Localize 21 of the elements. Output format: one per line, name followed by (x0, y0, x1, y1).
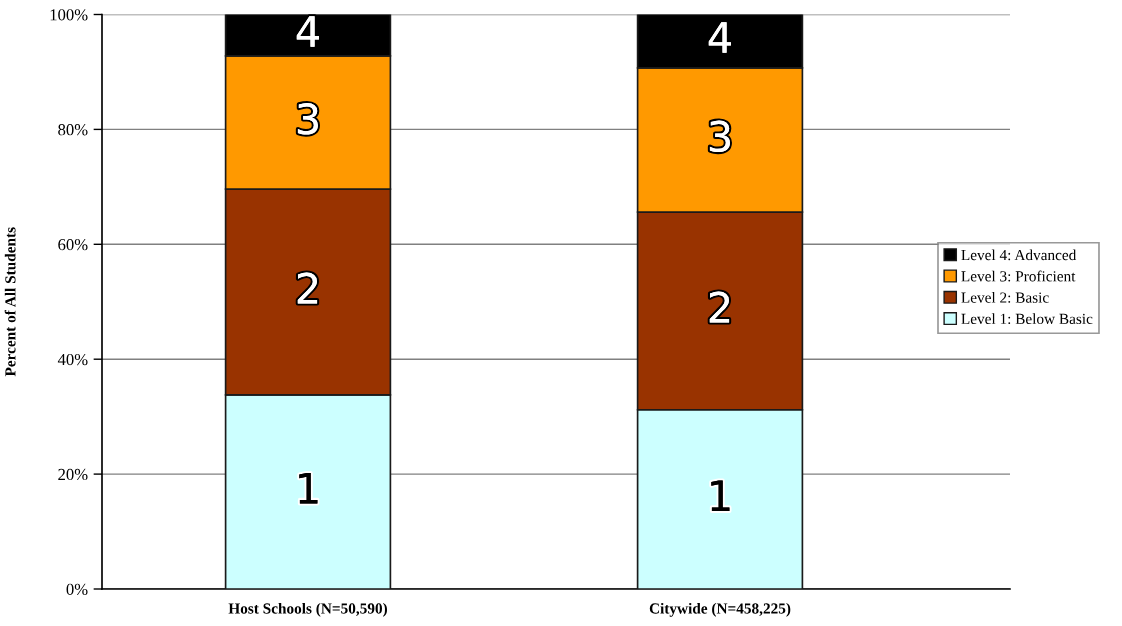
annotation: 1 (711, 480, 730, 511)
annotation: 3 (297, 103, 318, 135)
y-tick-label: 100% (50, 9, 88, 21)
annotation: 3 (709, 120, 730, 153)
x-tick-label: Citywide (N=458,225) (649, 602, 791, 617)
legend-label: Level 3: Proficient (961, 270, 1076, 282)
legend-label: Level 1: Below Basic (961, 313, 1093, 325)
annotation: 2 (297, 272, 318, 304)
y-tick-label: 20% (58, 468, 88, 481)
y-tick-label: 60% (58, 239, 88, 251)
annotation: 1 (299, 473, 318, 504)
x-tick-label: Host Schools (N=50,590) (228, 602, 388, 617)
y-tick-label: 0% (66, 583, 88, 595)
y-tick-label: 80% (58, 124, 88, 136)
y-tick-label: 40% (57, 353, 88, 366)
y-axis-title: Percent of All Students (4, 227, 16, 377)
annotation: 4 (708, 22, 731, 53)
annotation: 2 (709, 291, 730, 323)
annotation: 4 (296, 16, 319, 47)
legend-label: Level 2: Basic (961, 291, 1049, 303)
legend-label: Level 4: Advanced (961, 249, 1077, 261)
